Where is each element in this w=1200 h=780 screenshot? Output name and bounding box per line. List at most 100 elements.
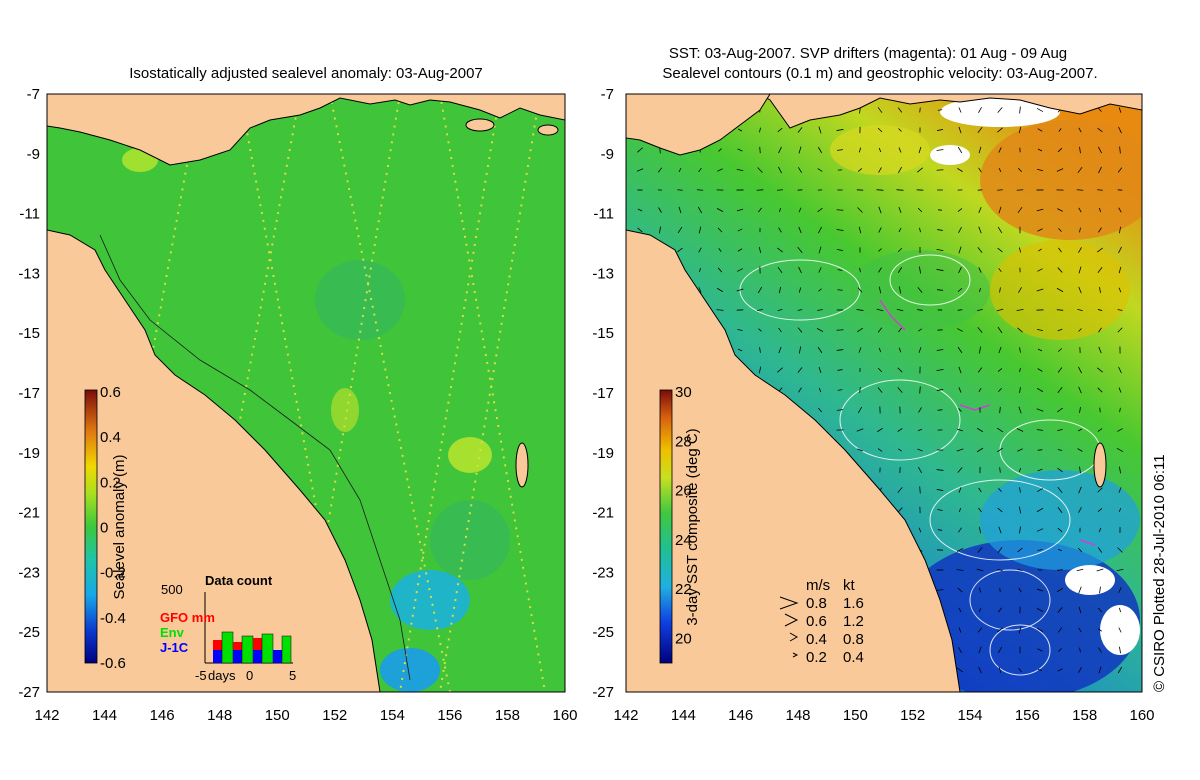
velocity-arrow bbox=[637, 227, 643, 233]
velocity-arrow bbox=[816, 328, 824, 332]
velocity-legend-kt: 1.6 bbox=[843, 595, 864, 612]
velocity-arrow bbox=[1037, 128, 1043, 132]
velocity-arrow bbox=[878, 286, 882, 294]
velocity-arrow bbox=[1099, 207, 1101, 213]
velocity-arrow bbox=[957, 146, 963, 154]
velocity-arrow bbox=[897, 267, 903, 273]
velocity-arrow bbox=[998, 147, 1002, 153]
velocity-arrow bbox=[978, 387, 982, 393]
velocity-arrow bbox=[1116, 568, 1124, 572]
velocity-arrow bbox=[1018, 247, 1022, 253]
data-count-xlabel: days bbox=[208, 668, 236, 683]
velocity-arrow bbox=[936, 269, 944, 271]
velocity-arrow bbox=[817, 146, 823, 154]
lon-tick-label: 146 bbox=[150, 707, 175, 724]
velocity-arrow bbox=[1057, 367, 1063, 373]
velocity-arrow bbox=[956, 667, 964, 673]
data-count-xtick-min: -5 bbox=[195, 668, 207, 683]
velocity-arrow bbox=[798, 346, 802, 354]
velocity-arrow bbox=[999, 587, 1001, 593]
velocity-arrow bbox=[698, 167, 702, 173]
velocity-arrow bbox=[736, 268, 744, 272]
left-title: Isostatically adjusted sealevel anomaly:… bbox=[129, 65, 483, 82]
velocity-arrow bbox=[878, 206, 882, 214]
velocity-arrow bbox=[1119, 146, 1121, 154]
velocity-arrow bbox=[958, 266, 962, 274]
velocity-arrow bbox=[1019, 367, 1021, 373]
velocity-arrow bbox=[1079, 647, 1081, 653]
velocity-arrow bbox=[717, 227, 723, 233]
sla-colorbar-label: Sealevel anomaly (m) bbox=[111, 454, 128, 599]
velocity-arrow bbox=[658, 226, 662, 234]
velocity-legend-ms: 0.8 bbox=[806, 595, 827, 612]
colorbar-tick-label: -0.4 bbox=[100, 610, 126, 627]
velocity-arrow bbox=[718, 148, 722, 152]
velocity-arrow bbox=[958, 646, 962, 654]
velocity-arrow bbox=[998, 346, 1002, 354]
velocity-arrow bbox=[997, 189, 1003, 191]
velocity-arrow bbox=[798, 207, 802, 213]
lon-tick-label: 152 bbox=[322, 707, 347, 724]
sst-cold-region bbox=[980, 470, 1140, 570]
velocity-arrow bbox=[1118, 366, 1122, 374]
sla-low-blob bbox=[390, 570, 470, 630]
velocity-arrow bbox=[1098, 628, 1102, 632]
velocity-arrow bbox=[956, 569, 964, 571]
colorbar-tick-label: 26 bbox=[675, 483, 692, 500]
velocity-arrow bbox=[798, 146, 802, 154]
lon-tick-label: 160 bbox=[1129, 707, 1154, 724]
velocity-arrow bbox=[1097, 127, 1103, 133]
velocity-arrow bbox=[1057, 267, 1063, 273]
velocity-arrow bbox=[657, 167, 663, 173]
lon-tick-label: 148 bbox=[207, 707, 232, 724]
velocity-arrow bbox=[917, 448, 923, 452]
velocity-arrow bbox=[937, 109, 943, 111]
velocity-arrow bbox=[997, 507, 1003, 513]
velocity-arrow bbox=[759, 127, 761, 133]
velocity-arrow bbox=[958, 607, 962, 613]
right-map-frame bbox=[625, 93, 1143, 693]
velocity-arrow bbox=[958, 226, 962, 234]
velocity-arrow bbox=[898, 227, 902, 233]
velocity-arrow bbox=[936, 349, 944, 351]
velocity-arrow bbox=[898, 206, 902, 214]
lat-tick-label: -27 bbox=[592, 684, 614, 701]
velocity-arrow bbox=[1016, 428, 1024, 432]
velocity-arrow bbox=[1079, 146, 1081, 154]
lon-tick-label: 158 bbox=[495, 707, 520, 724]
velocity-arrow bbox=[1058, 648, 1062, 652]
sst-colorbar-label: 3-day SST composite (deg C) bbox=[684, 428, 701, 625]
velocity-arrow bbox=[998, 206, 1002, 214]
velocity-arrow bbox=[978, 646, 982, 654]
velocity-arrow bbox=[958, 246, 962, 254]
velocity-arrow bbox=[977, 127, 983, 133]
lat-tick-label: -15 bbox=[592, 325, 614, 342]
velocity-arrow bbox=[797, 367, 803, 373]
velocity-arrow bbox=[818, 366, 822, 374]
velocity-arrow bbox=[818, 226, 822, 234]
velocity-arrow bbox=[1076, 568, 1084, 572]
velocity-arrow bbox=[958, 387, 962, 393]
island bbox=[515, 442, 529, 488]
velocity-arrow bbox=[897, 387, 903, 393]
lon-tick-label: 154 bbox=[380, 707, 405, 724]
velocity-arrow bbox=[999, 287, 1001, 293]
lat-tick-label: -21 bbox=[592, 505, 614, 522]
velocity-arrow bbox=[1018, 406, 1022, 414]
velocity-arrow bbox=[958, 366, 962, 374]
velocity-arrow bbox=[1019, 106, 1021, 114]
velocity-arrow bbox=[1097, 508, 1103, 512]
velocity-arrow bbox=[1017, 547, 1023, 553]
legend-j1c: J-1C bbox=[160, 640, 189, 655]
velocity-arrow bbox=[1018, 126, 1022, 134]
velocity-arrow bbox=[918, 146, 922, 154]
velocity-arrow bbox=[1079, 407, 1081, 413]
data-count-title: Data count bbox=[205, 573, 273, 588]
velocity-arrow bbox=[1036, 328, 1044, 332]
velocity-arrow bbox=[857, 207, 863, 213]
velocity-arrow bbox=[778, 227, 782, 233]
velocity-arrow bbox=[898, 147, 902, 153]
velocity-arrow bbox=[937, 229, 943, 231]
velocity-arrow bbox=[1037, 468, 1043, 472]
velocity-arrow bbox=[758, 328, 762, 332]
